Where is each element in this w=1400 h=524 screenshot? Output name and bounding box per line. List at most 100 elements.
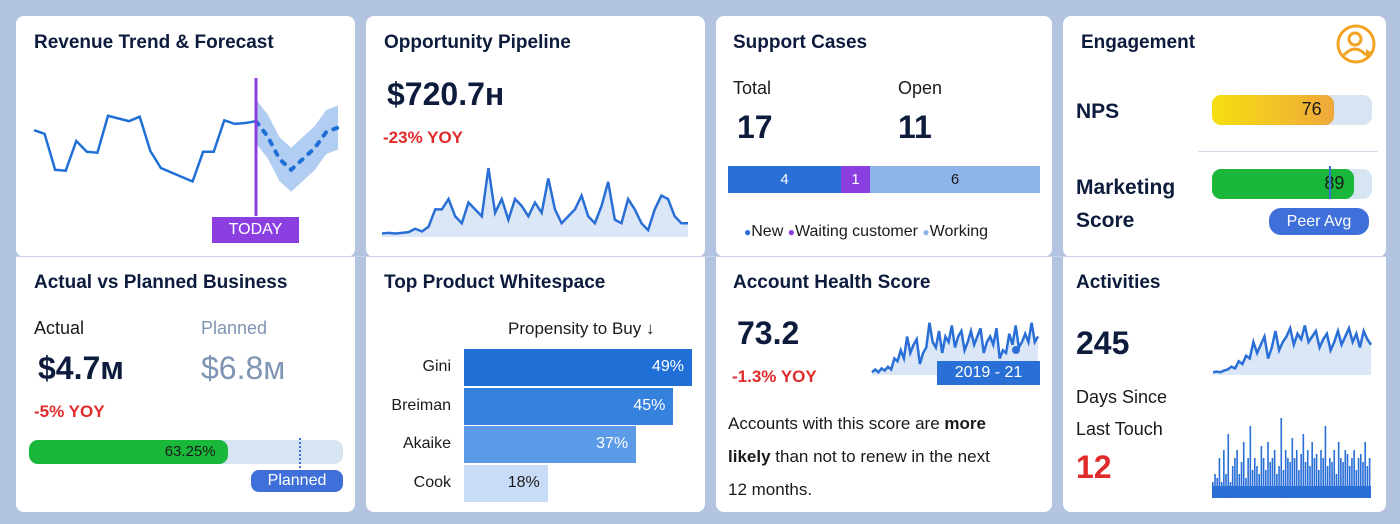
activities-bar [1276, 474, 1278, 498]
activities-bar [1311, 442, 1313, 498]
activities-bar [1333, 450, 1336, 498]
activities-bar [1284, 450, 1287, 498]
health-range-label: 2019 - 21 [937, 361, 1040, 385]
days-since-label-2: Last Touch [1076, 419, 1163, 439]
activities-bar [1218, 458, 1221, 498]
user-refresh-icon[interactable] [1335, 23, 1377, 65]
activities-value: 245 [1076, 325, 1130, 361]
activities-bar [1309, 466, 1311, 498]
actual-progress-fill: 63.25% [29, 440, 228, 464]
row-divider [16, 256, 1386, 257]
activities-bar [1300, 454, 1302, 498]
days-since-label-1: Days Since [1076, 387, 1168, 407]
planned-pill: Planned [251, 470, 343, 492]
activities-bar [1269, 462, 1272, 498]
actual-progress-track: 63.25% [29, 438, 343, 468]
days-since-value: 12 [1076, 449, 1112, 485]
revenue-chart [33, 78, 340, 216]
health-yoy: -1.3% YOY [732, 367, 817, 386]
activities-bar [1225, 474, 1227, 498]
health-description: Accounts with this score are more likely… [728, 407, 1046, 506]
bar-segment-waiting: 1 [841, 166, 870, 193]
marketing-value: 89 [1324, 173, 1345, 193]
pipeline-chart [381, 167, 688, 237]
activities-bar [1346, 454, 1349, 498]
activities-bar [1223, 450, 1225, 498]
legend-dot-working: ● [922, 225, 930, 239]
activities-bar [1267, 442, 1269, 498]
activities-bar [1344, 450, 1347, 498]
whitespace-title: Top Product Whitespace [384, 272, 606, 293]
activities-chart [1212, 324, 1373, 498]
whitespace-card[interactable]: Top Product Whitespace Propensity to Buy… [366, 257, 705, 512]
whitespace-bar[interactable]: 18% [464, 464, 548, 502]
whitespace-bar[interactable]: 49% [464, 349, 692, 386]
revenue-card[interactable]: Revenue Trend & Forecast TODAY [16, 16, 355, 257]
actual-progress-label: 63.25% [164, 443, 216, 460]
activities-bar [1247, 458, 1249, 498]
activities-bar [1353, 450, 1355, 498]
activities-bar [1271, 458, 1274, 498]
desc-part-2a: likely [728, 447, 771, 466]
activities-bar [1364, 442, 1366, 498]
marketing-label-2: Score [1076, 209, 1135, 232]
activities-bar [1362, 462, 1364, 498]
whitespace-category-label: Cook [413, 473, 451, 491]
activities-bar [1357, 458, 1360, 498]
desc-part-1b: more [944, 414, 986, 433]
whitespace-axis-label: Propensity to Buy ↓ [508, 319, 655, 338]
whitespace-bar[interactable]: 37% [464, 426, 637, 463]
pipeline-line [381, 167, 688, 235]
engagement-card[interactable]: Engagement NPS 76 Marketing Score 89 Pee… [1063, 16, 1386, 257]
support-card[interactable]: Support Cases Total 17 Open 11 4 1 6 ●Ne… [716, 16, 1052, 257]
desc-part-3: 12 months. [728, 480, 813, 499]
desc-part-2b: than not to renew in the next [770, 447, 990, 466]
peer-avg-pill: Peer Avg [1269, 208, 1369, 235]
forecast-band [256, 99, 338, 192]
activities-bar [1249, 426, 1252, 498]
actual-label: Actual [34, 318, 85, 338]
actual-title: Actual vs Planned Business [34, 272, 288, 293]
marketing-track: 89 [1212, 166, 1372, 199]
marketing-label-1: Marketing [1076, 176, 1176, 199]
whitespace-bar-value: 37% [596, 435, 629, 452]
activities-bar [1304, 462, 1307, 498]
activities-bar [1329, 458, 1331, 498]
activities-bar [1258, 474, 1260, 498]
actual-card[interactable]: Actual vs Planned Business Actual $4.7м … [16, 257, 355, 512]
activities-bar [1227, 434, 1230, 498]
activities-bar [1335, 474, 1338, 498]
activities-card[interactable]: Activities 245 Days Since Last Touch 12 [1063, 257, 1386, 512]
legend-dot-new: ● [744, 225, 752, 239]
activities-bar [1348, 466, 1351, 498]
activities-bar [1320, 450, 1322, 498]
pipeline-card[interactable]: Opportunity Pipeline $720.7ʜ -23% YOY [366, 16, 705, 257]
activities-bar [1306, 450, 1309, 498]
health-card[interactable]: Account Health Score 73.2 -1.3% YOY 2019… [716, 257, 1052, 512]
activities-bar [1340, 458, 1342, 498]
activities-bar [1212, 482, 1214, 498]
activities-bar [1287, 458, 1289, 498]
activities-bar [1251, 470, 1254, 498]
planned-marker [299, 438, 302, 468]
nps-label: NPS [1076, 100, 1120, 123]
nps-track: 76 [1212, 95, 1372, 125]
peer-avg-marker [1328, 166, 1331, 199]
activities-bar [1368, 458, 1371, 498]
marketing-fill: 89 [1212, 169, 1355, 199]
support-stacked-bar: 4 1 6 [728, 166, 1040, 193]
revenue-title: Revenue Trend & Forecast [34, 32, 274, 53]
activities-bar [1318, 470, 1320, 498]
activities-bar [1253, 458, 1256, 498]
whitespace-bar[interactable]: 45% [464, 387, 674, 425]
activities-bar [1366, 466, 1369, 498]
today-label: TODAY [212, 217, 299, 243]
activities-bar [1355, 470, 1358, 498]
activities-bar [1238, 474, 1241, 498]
whitespace-category-label: Gini [422, 358, 451, 375]
forecast-line [254, 119, 340, 173]
activities-bar [1280, 418, 1283, 498]
history-line [33, 114, 257, 184]
activities-bar [1315, 454, 1318, 498]
bar-segment-new: 4 [728, 166, 841, 193]
